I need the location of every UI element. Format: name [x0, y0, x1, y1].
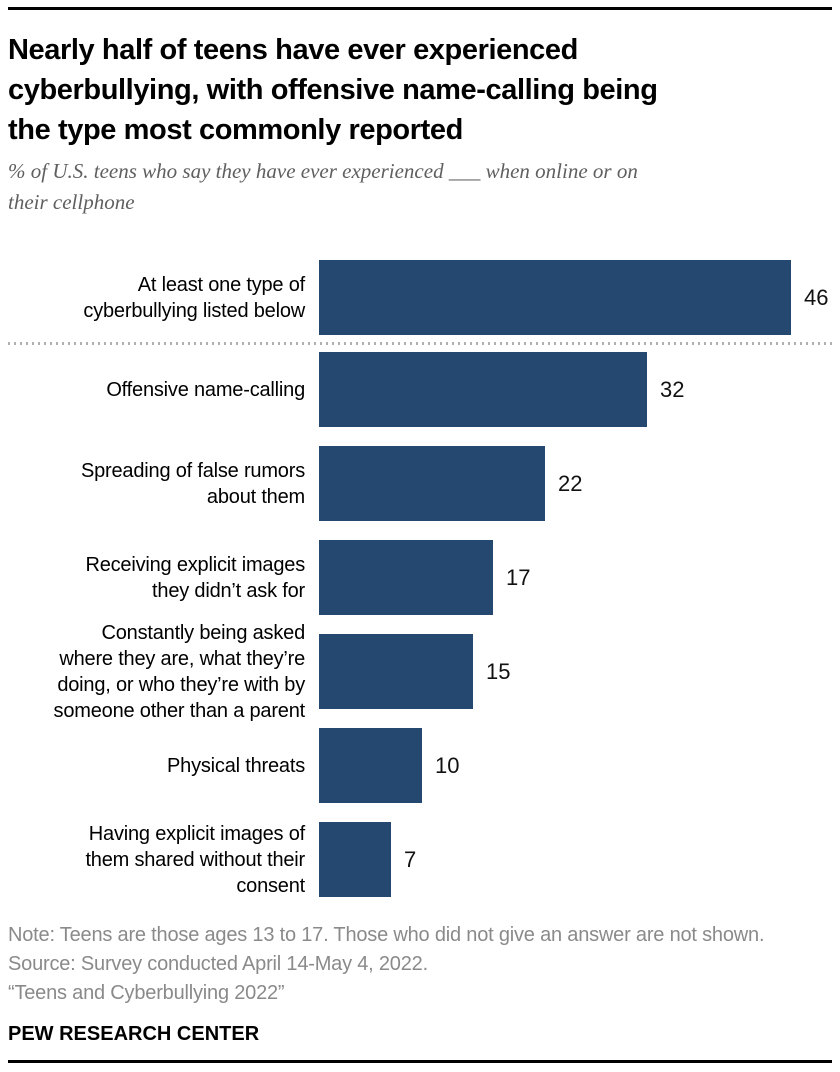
footer: Note: Teens are those ages 13 to 17. Tho… [8, 921, 832, 1049]
chart-title: Nearly half of teens have ever experienc… [8, 34, 658, 146]
bar [319, 822, 391, 897]
bar-value-label: 17 [506, 564, 531, 590]
bar [319, 260, 791, 335]
bar-row: Having explicit images of them shared wi… [8, 822, 832, 897]
bar [319, 540, 493, 615]
bar [319, 634, 473, 709]
bar-row: Physical threats 10 [8, 728, 832, 803]
bar-category-label: Receiving explicit images they didn’t as… [85, 553, 305, 602]
bar [319, 728, 422, 803]
bar-value-label: 22 [558, 470, 583, 496]
bar-category-label: Spreading of false rumors about them [80, 459, 305, 508]
bar-row: At least one type of cyberbullying liste… [8, 260, 832, 335]
bar-category-label: Physical threats [167, 754, 305, 777]
bar-category-label: Having explicit images of them shared wi… [85, 822, 305, 897]
brand-name: PEW RESEARCH CENTER [8, 1023, 260, 1045]
dotted-separator [8, 342, 832, 345]
bar-value-label: 15 [486, 658, 511, 684]
bar-value-label: 10 [435, 752, 460, 778]
bar-value-label: 32 [660, 376, 685, 402]
bar [319, 446, 545, 521]
top-rule [8, 7, 832, 10]
bar-value-label: 46 [804, 284, 829, 310]
chart-subtitle: % of U.S. teens who say they have ever e… [8, 159, 638, 214]
bar-value-label: 7 [404, 846, 417, 872]
bar-row: Receiving explicit images they didn’t as… [8, 540, 832, 615]
bar-row: Spreading of false rumors about them 22 [8, 446, 832, 521]
bar-category-label: Offensive name-calling [106, 378, 305, 401]
bar-chart: At least one type of cyberbullying liste… [8, 260, 832, 897]
bottom-rule [8, 1060, 832, 1063]
bar-category-label: Constantly being asked where they are, w… [53, 621, 306, 722]
note-text: Note: Teens are those ages 13 to 17. Tho… [8, 924, 765, 946]
bar-row: Constantly being asked where they are, w… [8, 622, 832, 722]
citation-text: “Teens and Cyberbullying 2022” [8, 982, 285, 1004]
bar-row: Offensive name-calling 32 [8, 352, 832, 427]
source-text: Source: Survey conducted April 14-May 4,… [8, 953, 428, 975]
bar-category-label: At least one type of cyberbullying liste… [83, 273, 305, 322]
bar [319, 352, 647, 427]
